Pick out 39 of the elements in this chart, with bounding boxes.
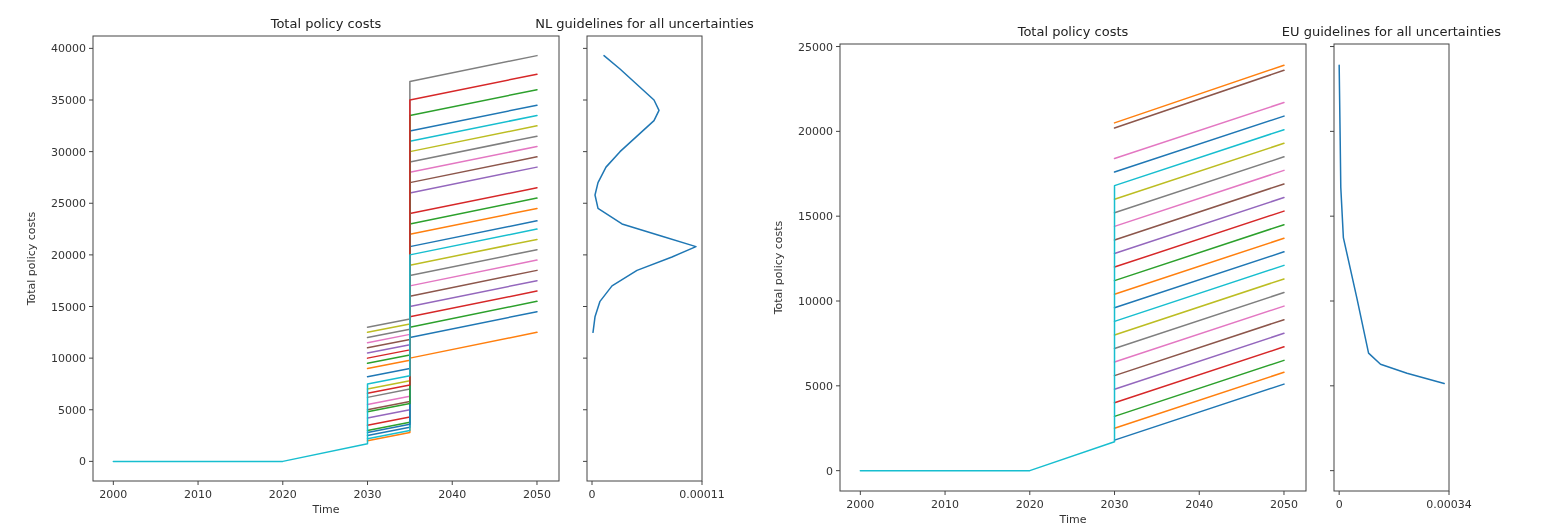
chart-title: Total policy costs xyxy=(1016,24,1129,39)
y-tick-label: 15000 xyxy=(51,300,86,314)
x-tick-label: 2050 xyxy=(522,488,551,501)
y-tick-label: 40000 xyxy=(51,42,86,56)
chart-title: Total policy costs xyxy=(269,16,382,31)
x-tick-label: 2040 xyxy=(438,488,467,501)
x-tick-label: 2020 xyxy=(268,488,297,501)
x-tick-label: 0 xyxy=(588,488,596,501)
x-tick-label: 2030 xyxy=(1100,498,1129,511)
x-tick-label: 2010 xyxy=(931,498,960,511)
chart-title: EU guidelines for all uncertainties xyxy=(1281,24,1502,39)
x-tick-label: 2020 xyxy=(1015,498,1044,511)
x-tick-label: 2030 xyxy=(353,488,382,501)
y-tick-label: 25000 xyxy=(51,197,86,211)
x-tick-label: 0.00011 xyxy=(679,488,725,501)
x-tick-label: 2000 xyxy=(846,498,875,511)
y-tick-label: 5000 xyxy=(58,403,86,417)
x-tick-label: 2010 xyxy=(184,488,213,501)
x-axis-title: Time xyxy=(1058,513,1087,526)
x-tick-label: 2050 xyxy=(1269,498,1298,511)
y-tick-label: 5000 xyxy=(805,379,833,393)
x-tick-label: 0.00034 xyxy=(1426,498,1472,511)
x-tick-label: 0 xyxy=(1335,498,1343,511)
y-tick-label: 10000 xyxy=(798,295,833,308)
y-axis-title: Total policy costs xyxy=(25,211,38,307)
y-axis-title: Total policy costs xyxy=(772,220,785,316)
y-tick-label: 30000 xyxy=(51,145,86,159)
y-tick-label: 25000 xyxy=(798,40,833,54)
y-tick-label: 15000 xyxy=(798,210,833,224)
y-tick-label: 35000 xyxy=(51,94,86,108)
chart-title: NL guidelines for all uncertainties xyxy=(535,16,754,31)
x-axis-title: Time xyxy=(311,503,340,516)
y-tick-label: 10000 xyxy=(51,352,86,366)
x-tick-label: 2040 xyxy=(1185,498,1214,511)
x-tick-label: 2000 xyxy=(99,488,128,501)
y-tick-label: 0 xyxy=(826,464,833,478)
y-tick-label: 20000 xyxy=(51,248,86,262)
y-tick-label: 0 xyxy=(79,455,86,469)
y-tick-label: 20000 xyxy=(798,125,833,139)
